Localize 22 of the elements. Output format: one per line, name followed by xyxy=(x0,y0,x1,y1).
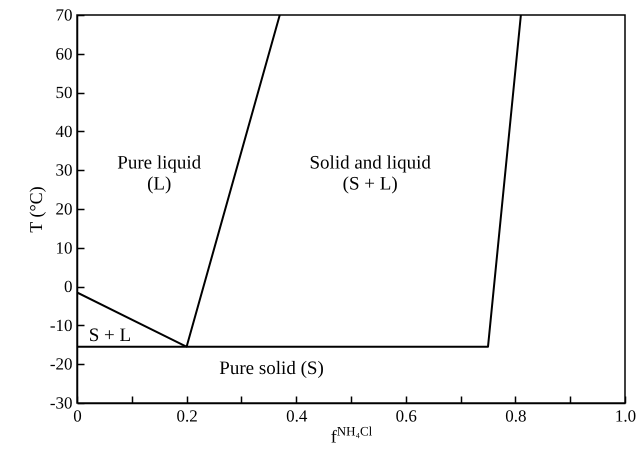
y-tick-label: -30 xyxy=(50,394,72,412)
y-tick-label: -20 xyxy=(50,354,72,374)
y-tick-label: 10 xyxy=(56,238,72,258)
y-tick-label: 60 xyxy=(56,44,72,64)
x-tick-label: 0.6 xyxy=(396,406,417,426)
y-tick-label: 20 xyxy=(56,200,72,218)
x-tick-label: 0.4 xyxy=(286,406,308,426)
x-tick-label: 1.0 xyxy=(614,406,636,426)
x-tick-label: 0.8 xyxy=(505,406,527,426)
y-tick-label: 0 xyxy=(64,277,72,296)
y-axis-title: T (°C) xyxy=(26,186,46,233)
annotation: Pure solid (S) xyxy=(219,358,324,380)
annotation: S + L xyxy=(88,325,132,346)
y-tick-label: 70 xyxy=(56,6,72,24)
annotation: Pure liquid (L) xyxy=(117,152,202,194)
y-tick-label: 40 xyxy=(56,122,72,141)
annotation: Solid and liquid (S + L) xyxy=(309,152,432,194)
y-tick-label: 50 xyxy=(56,83,72,102)
y-tick-label: -10 xyxy=(50,316,72,335)
y-tick-label: 30 xyxy=(56,160,72,180)
x-axis-title: f$^{NH₄Cl}$ xyxy=(330,423,373,446)
x-tick-label: 0.2 xyxy=(176,406,198,426)
